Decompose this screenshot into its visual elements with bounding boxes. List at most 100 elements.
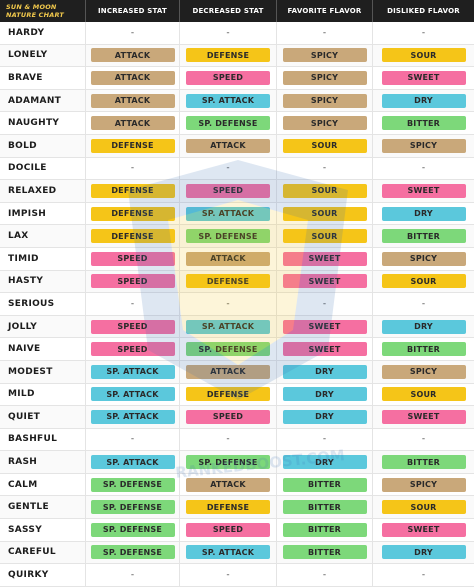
favorite-flavor-badge: SWEET xyxy=(282,319,367,334)
favorite-flavor-cell: SOUR xyxy=(277,134,373,157)
table-row: HASTY SPEED DEFENSE SWEET SOUR xyxy=(0,270,474,294)
nature-name: BASHFUL xyxy=(0,428,86,451)
empty-dash: - xyxy=(322,434,327,445)
table-row: NAUGHTY ATTACK SP. DEFENSE SPICY BITTER xyxy=(0,112,474,135)
decreased-stat-badge: SP. ATTACK xyxy=(186,93,270,108)
favorite-flavor-cell: - xyxy=(277,564,373,586)
header-disliked-flavor: DISLIKED FLAVOR xyxy=(387,7,460,15)
table-row: ADAMANT ATTACK SP. ATTACK SPICY DRY xyxy=(0,89,474,113)
table-row: BASHFUL - - - - xyxy=(0,428,474,452)
disliked-flavor-cell: SPICY xyxy=(373,474,474,496)
favorite-flavor-badge: SWEET xyxy=(282,342,367,357)
empty-dash: - xyxy=(130,434,135,445)
favorite-flavor-cell: SWEET xyxy=(277,247,373,270)
increased-stat-badge: ATTACK xyxy=(90,70,175,85)
favorite-flavor-badge: DRY xyxy=(282,409,367,424)
table-row: DOCILE - - - - xyxy=(0,157,474,181)
decreased-stat-cell: SP. DEFENSE xyxy=(180,451,277,473)
empty-dash: - xyxy=(322,27,327,38)
increased-stat-badge: DEFENSE xyxy=(90,229,175,244)
decreased-stat-cell: SP. ATTACK xyxy=(180,541,277,564)
disliked-flavor-badge: SWEET xyxy=(381,70,466,85)
nature-name: JOLLY xyxy=(0,315,86,338)
increased-stat-badge: DEFENSE xyxy=(90,206,175,221)
nature-name: NAIVE xyxy=(0,338,86,360)
empty-dash: - xyxy=(130,298,135,309)
favorite-flavor-cell: SWEET xyxy=(277,338,373,360)
increased-stat-cell: - xyxy=(86,293,180,315)
favorite-flavor-cell: BITTER xyxy=(277,496,373,519)
nature-name: BOLD xyxy=(0,134,86,157)
nature-name: HASTY xyxy=(0,270,86,293)
table-row: IMPISH DEFENSE SP. ATTACK SOUR DRY xyxy=(0,202,474,226)
decreased-stat-cell: ATTACK xyxy=(180,247,277,270)
decreased-stat-badge: DEFENSE xyxy=(186,48,270,63)
empty-dash: - xyxy=(226,298,230,309)
nature-name: RELAXED xyxy=(0,180,86,202)
decreased-stat-cell: ATTACK xyxy=(180,134,277,157)
favorite-flavor-badge: SOUR xyxy=(282,229,367,244)
increased-stat-cell: SP. ATTACK xyxy=(86,360,180,383)
favorite-flavor-badge: SOUR xyxy=(282,183,367,198)
decreased-stat-badge: DEFENSE xyxy=(186,500,270,515)
empty-dash: - xyxy=(322,570,327,581)
decreased-stat-cell: SPEED xyxy=(180,406,277,428)
nature-name: LAX xyxy=(0,225,86,247)
nature-name: SERIOUS xyxy=(0,293,86,315)
increased-stat-cell: DEFENSE xyxy=(86,180,180,202)
decreased-stat-cell: SP. ATTACK xyxy=(180,315,277,338)
decreased-stat-cell: - xyxy=(180,564,277,586)
favorite-flavor-badge: BITTER xyxy=(282,477,367,492)
disliked-flavor-cell: SWEET xyxy=(373,180,474,202)
disliked-flavor-badge: SPICY xyxy=(381,138,466,153)
increased-stat-badge: SP. DEFENSE xyxy=(90,500,175,515)
table-row: HARDY - - - - xyxy=(0,22,474,45)
disliked-flavor-cell: - xyxy=(373,293,474,315)
favorite-flavor-cell: SPICY xyxy=(277,112,373,134)
decreased-stat-cell: - xyxy=(180,22,277,44)
increased-stat-cell: DEFENSE xyxy=(86,202,180,225)
favorite-flavor-badge: DRY xyxy=(282,455,367,470)
favorite-flavor-badge: BITTER xyxy=(282,545,367,560)
table-row: RASH SP. ATTACK SP. DEFENSE DRY BITTER xyxy=(0,451,474,474)
empty-dash: - xyxy=(421,570,426,581)
favorite-flavor-cell: BITTER xyxy=(277,541,373,564)
decreased-stat-cell: DEFENSE xyxy=(180,383,277,406)
table-row: JOLLY SPEED SP. ATTACK SWEET DRY xyxy=(0,315,474,339)
nature-name: QUIET xyxy=(0,406,86,428)
table-row: NAIVE SPEED SP. DEFENSE SWEET BITTER xyxy=(0,338,474,361)
empty-dash: - xyxy=(421,163,426,174)
decreased-stat-badge: ATTACK xyxy=(186,477,270,492)
favorite-flavor-cell: - xyxy=(277,157,373,180)
increased-stat-cell: - xyxy=(86,428,180,451)
disliked-flavor-cell: SOUR xyxy=(373,45,474,67)
decreased-stat-badge: ATTACK xyxy=(186,138,270,153)
increased-stat-badge: SP. ATTACK xyxy=(90,409,175,424)
increased-stat-badge: ATTACK xyxy=(90,48,175,63)
table-row: SERIOUS - - - - xyxy=(0,293,474,316)
decreased-stat-badge: SP. DEFENSE xyxy=(186,342,270,357)
decreased-stat-cell: ATTACK xyxy=(180,360,277,383)
increased-stat-cell: - xyxy=(86,22,180,44)
disliked-flavor-cell: BITTER xyxy=(373,112,474,134)
decreased-stat-badge: SPEED xyxy=(186,70,270,85)
disliked-flavor-cell: SWEET xyxy=(373,67,474,89)
favorite-flavor-badge: BITTER xyxy=(282,522,367,537)
decreased-stat-badge: SP. ATTACK xyxy=(186,319,270,334)
disliked-flavor-badge: SWEET xyxy=(381,522,466,537)
nature-name: CAREFUL xyxy=(0,541,86,564)
favorite-flavor-badge: SPICY xyxy=(282,93,367,108)
decreased-stat-cell: SPEED xyxy=(180,180,277,202)
increased-stat-cell: SP. DEFENSE xyxy=(86,541,180,564)
disliked-flavor-badge: SPICY xyxy=(381,364,466,379)
increased-stat-cell: SP. ATTACK xyxy=(86,451,180,473)
increased-stat-cell: - xyxy=(86,157,180,180)
increased-stat-cell: ATTACK xyxy=(86,44,180,67)
favorite-flavor-cell: DRY xyxy=(277,406,373,428)
increased-stat-cell: SP. ATTACK xyxy=(86,406,180,428)
nature-name: LONELY xyxy=(0,44,86,67)
decreased-stat-cell: SPEED xyxy=(180,519,277,541)
disliked-flavor-badge: SOUR xyxy=(381,274,466,289)
decreased-stat-cell: SP. DEFENSE xyxy=(180,112,277,134)
increased-stat-cell: SP. ATTACK xyxy=(86,383,180,406)
